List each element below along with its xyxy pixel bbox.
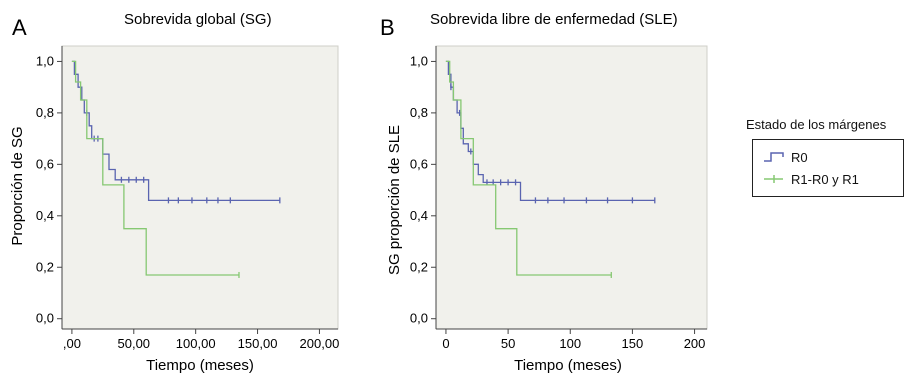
legend-swatch-r1: [764, 175, 783, 183]
panel-b-title: Sobrevida libre de enfermedad (SLE): [430, 11, 678, 28]
panel-b: B Sobrevida libre de enfermedad (SLE) SG…: [380, 11, 708, 374]
panel-b-y-tick-label: 0,0: [410, 311, 428, 326]
panel-b-y-tick-label: 0,6: [410, 156, 428, 171]
legend: R0 R1-R0 y R1: [752, 139, 904, 197]
panel-a-y-tick-label: 1,0: [36, 53, 54, 68]
panel-a-x-tick-label: 200,00: [300, 336, 340, 351]
panel-a: A Sobrevida global (SG) Proporción de SG…: [9, 11, 339, 374]
panel-a-x-tick-label: 150,00: [238, 336, 278, 351]
panel-a-plot-area: [61, 45, 339, 330]
legend-label-r0: R0: [791, 149, 808, 165]
panel-letter-a: A: [12, 15, 27, 40]
panel-a-y-tick-label: 0,4: [36, 208, 54, 223]
panel-a-y-axis-label: Proporción de SG: [9, 126, 26, 245]
panel-b-y-tick-label: 0,8: [410, 105, 428, 120]
panel-a-y-tick-label: 0,0: [36, 311, 54, 326]
panel-a-y-tick-label: 0,6: [36, 156, 54, 171]
legend-item-r0: R0: [763, 148, 808, 166]
panel-b-x-tick-label: 200: [684, 336, 706, 351]
panel-a-title: Sobrevida global (SG): [124, 11, 272, 28]
panel-a-series-r0-line: [71, 60, 280, 202]
legend-item-r1: R1-R0 y R1: [763, 170, 859, 188]
panel-b-y-tick-label: 0,2: [410, 259, 428, 274]
panel-b-y-axis-label: SG proporción de SLE: [386, 125, 403, 275]
panel-b-x-axis-label: Tiempo (meses): [514, 357, 622, 374]
panel-a-x-axis-label: Tiempo (meses): [146, 357, 254, 374]
panel-letter-b: B: [380, 15, 395, 40]
panel-b-plot-area: [435, 45, 708, 330]
panel-b-x-tick-label: 50: [501, 336, 515, 351]
panel-b-y-tick-label: 1,0: [410, 53, 428, 68]
panel-b-y-tick-label: 0,4: [410, 208, 428, 223]
legend-label-r1: R1-R0 y R1: [791, 171, 859, 187]
panel-a-series-r1-line: [71, 60, 239, 276]
panel-a-x-tick-label: 50,00: [118, 336, 151, 351]
panel-a-x-tick-label: 100,00: [176, 336, 216, 351]
panel-b-x-tick-label: 150: [622, 336, 644, 351]
panel-a-x-tick-label: ,00: [63, 336, 81, 351]
panel-a-y-tick-label: 0,2: [36, 259, 54, 274]
panel-a-y-tick-label: 0,8: [36, 105, 54, 120]
legend-title: Estado de los márgenes: [746, 117, 887, 132]
panel-b-series-r1-line: [445, 60, 612, 276]
panel-b-x-tick-label: 100: [559, 336, 581, 351]
panel-b-x-tick-label: 0: [442, 336, 449, 351]
legend-swatch-r0: [764, 152, 784, 162]
